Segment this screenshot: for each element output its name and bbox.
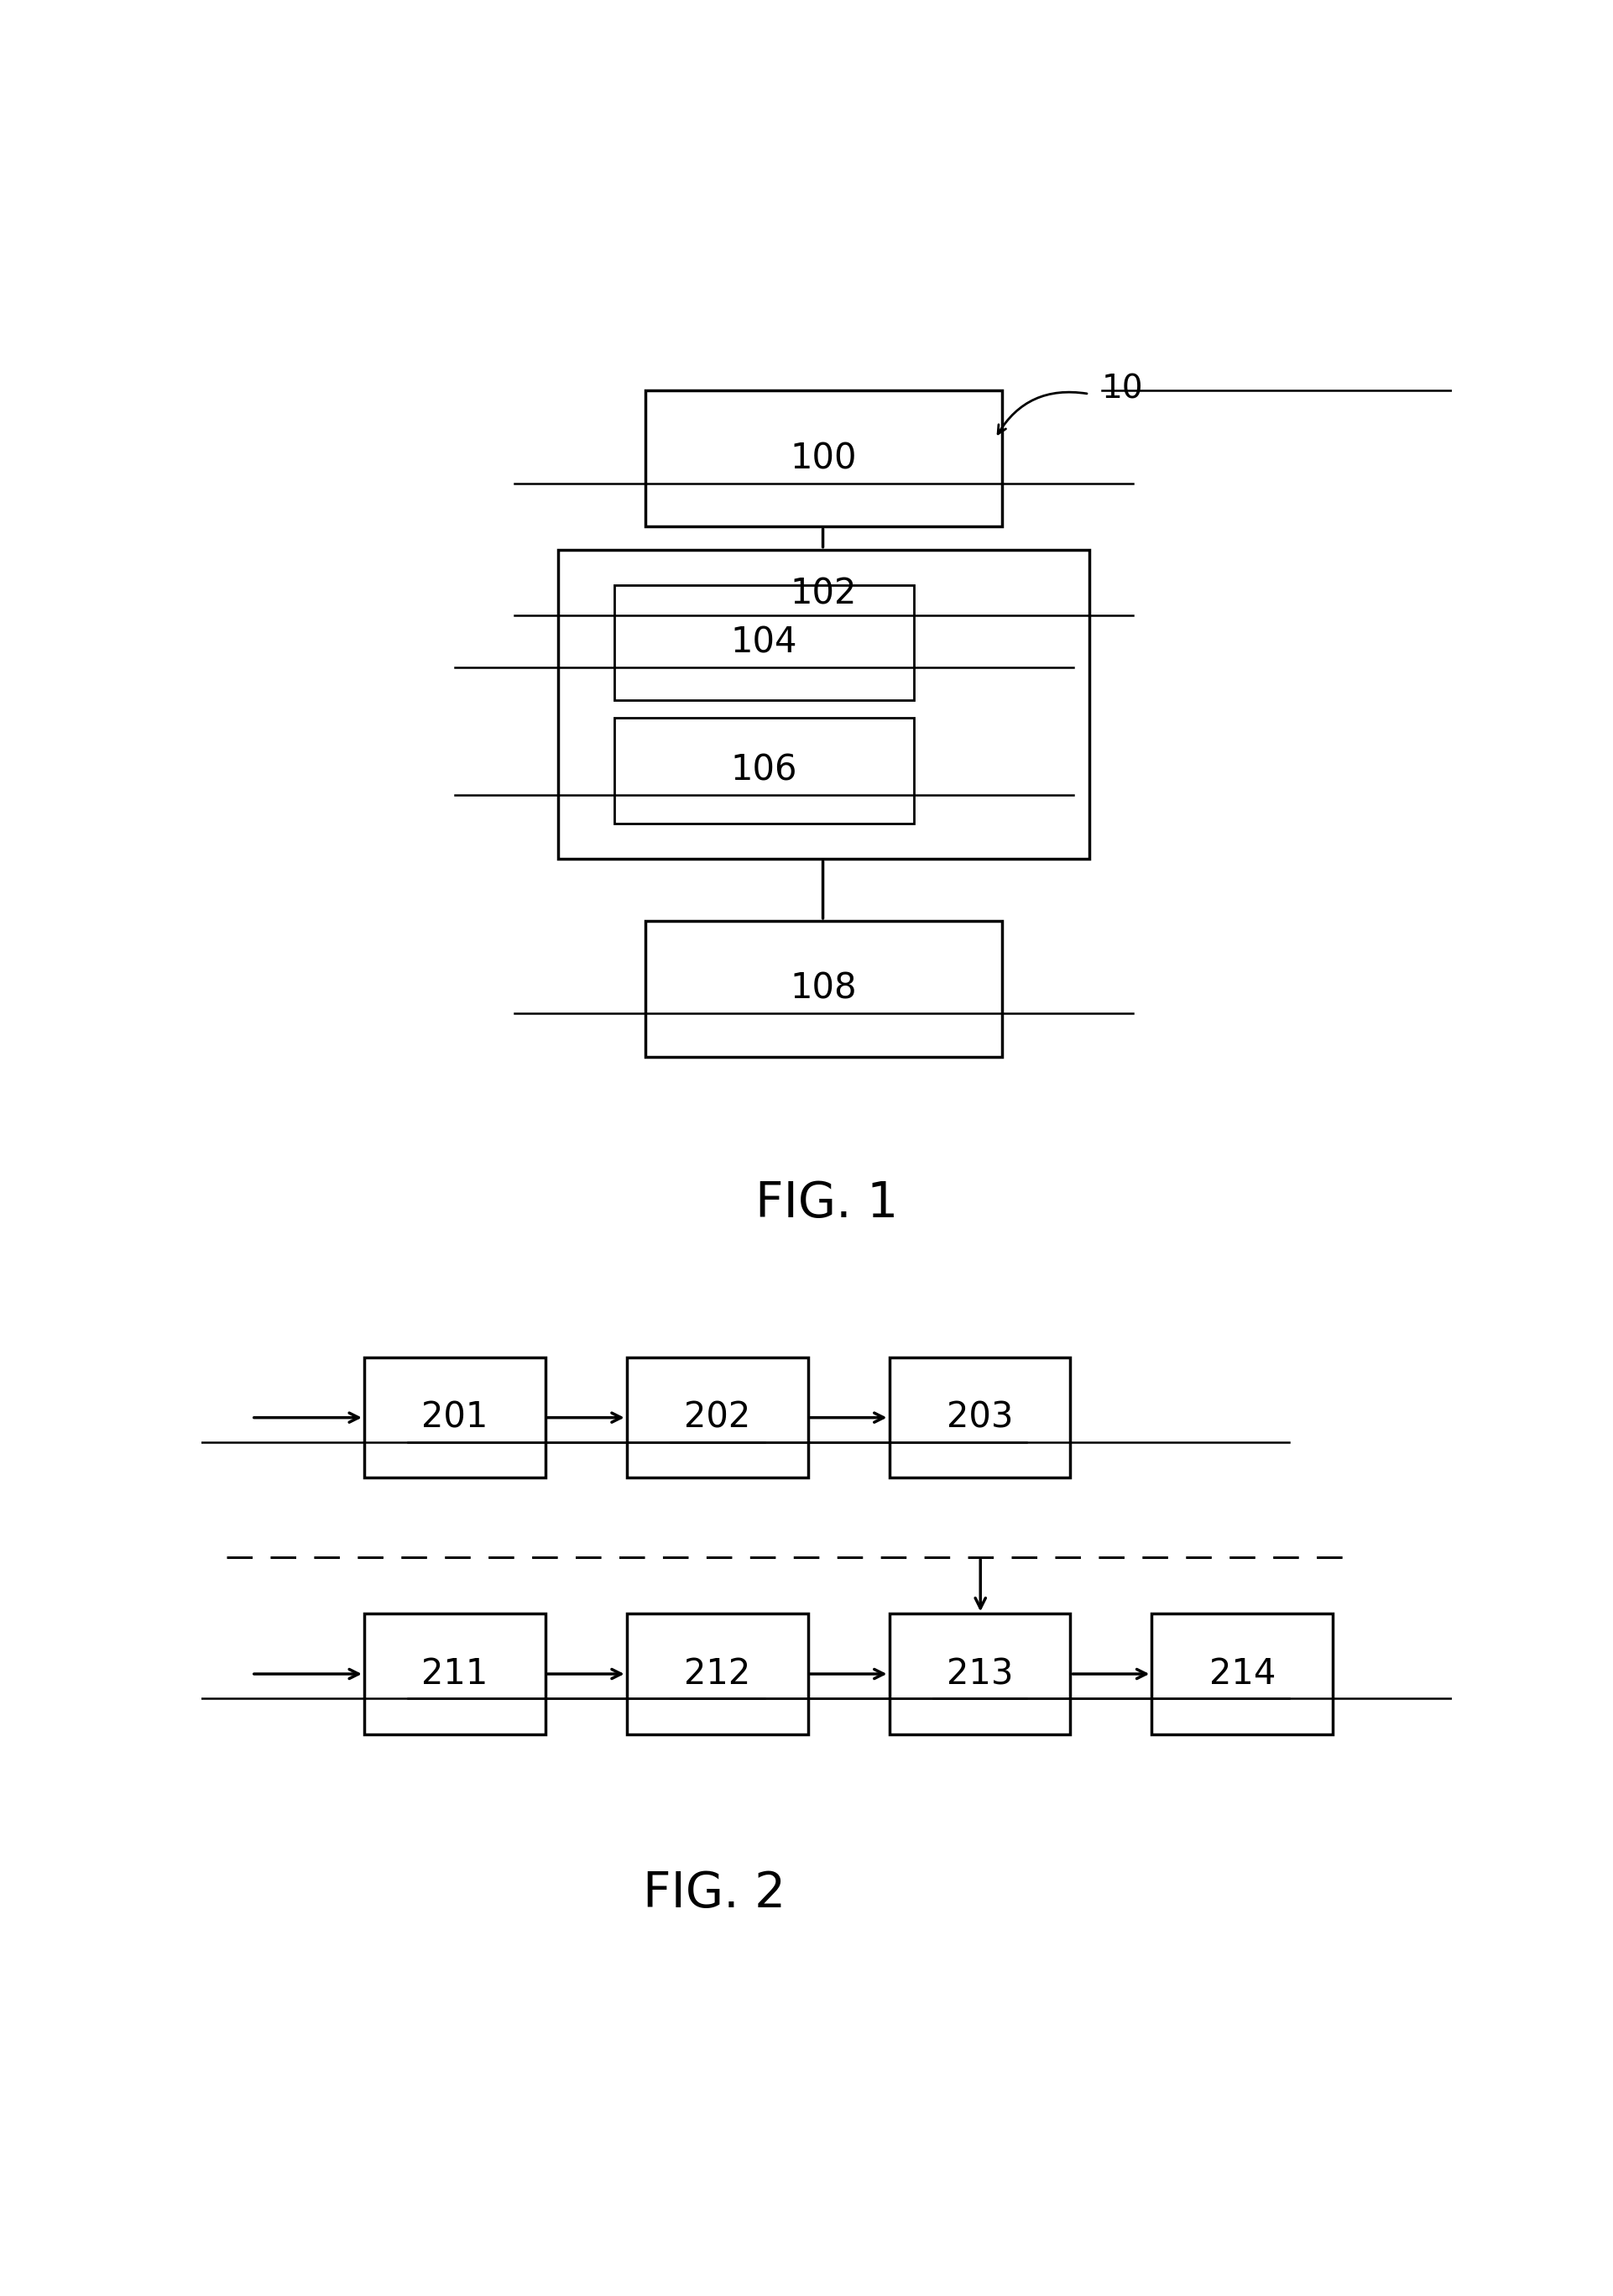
Bar: [1152, 1614, 1332, 1733]
Text: 211: 211: [421, 1655, 489, 1692]
Bar: [889, 1614, 1071, 1733]
Bar: [626, 1614, 808, 1733]
Bar: [645, 390, 1002, 526]
Text: 106: 106: [731, 753, 797, 788]
Text: FIG. 2: FIG. 2: [642, 1869, 786, 1917]
Text: 108: 108: [790, 971, 857, 1006]
Text: 214: 214: [1210, 1655, 1276, 1692]
Text: 104: 104: [731, 625, 797, 659]
Bar: [365, 1357, 545, 1479]
Text: 213: 213: [947, 1655, 1013, 1692]
Text: 102: 102: [790, 576, 857, 611]
Bar: [365, 1614, 545, 1733]
Text: FIG. 1: FIG. 1: [755, 1180, 898, 1228]
Text: 202: 202: [684, 1401, 750, 1435]
Text: 212: 212: [684, 1655, 750, 1692]
Bar: [615, 585, 915, 700]
Bar: [615, 716, 915, 824]
Text: 203: 203: [947, 1401, 1013, 1435]
Bar: [889, 1357, 1071, 1479]
Text: 10: 10: [1102, 372, 1144, 404]
Text: 100: 100: [790, 441, 857, 475]
Text: 201: 201: [421, 1401, 489, 1435]
Bar: [626, 1357, 808, 1479]
Bar: [558, 549, 1089, 859]
Bar: [645, 921, 1002, 1056]
